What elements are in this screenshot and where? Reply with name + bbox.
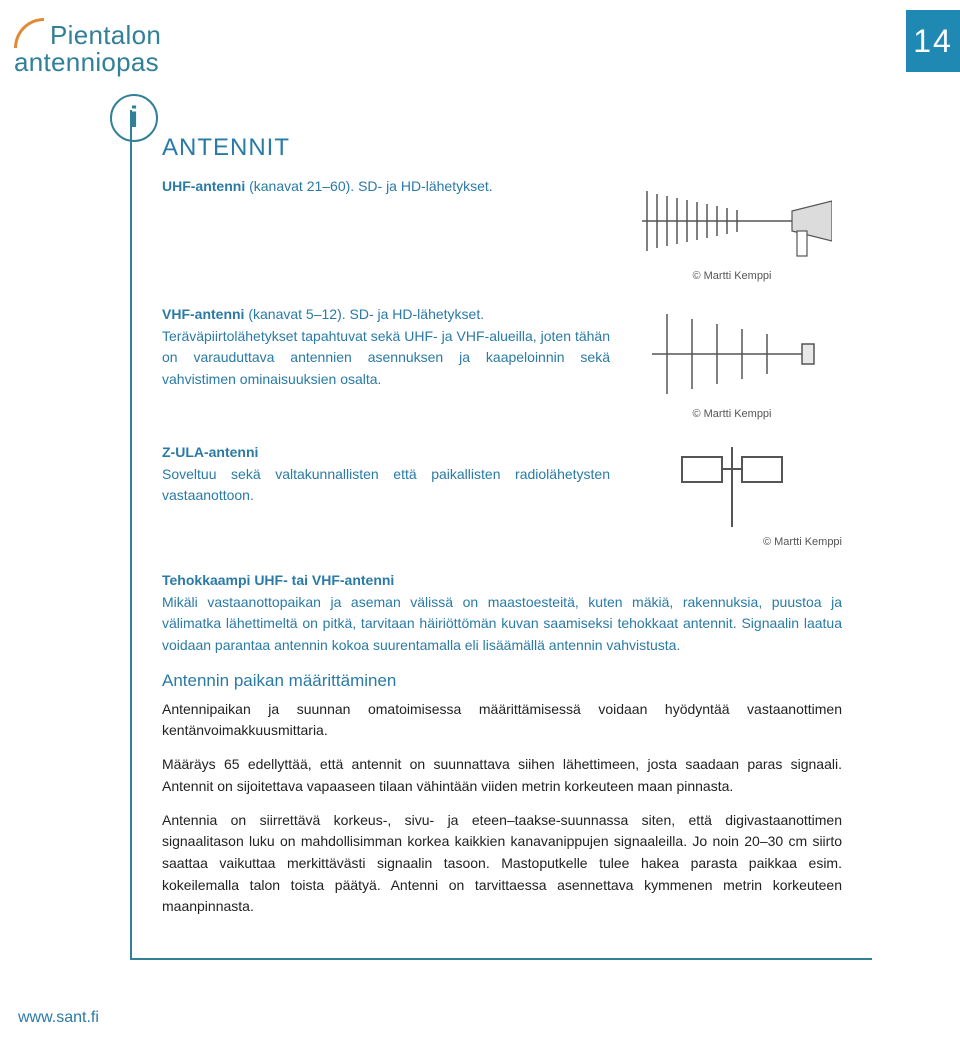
uhf-credit: © Martti Kemppi <box>692 270 771 282</box>
zula-antenna-icon <box>652 442 812 532</box>
tehokkaampi-para: Tehokkaampi UHF- tai VHF-antenni Mikäli … <box>162 570 842 657</box>
publication-title: Pientalon antenniopas <box>14 18 161 77</box>
vhf-rest: (kanavat 5–12). SD- ja HD-lähetykset. <box>244 306 484 322</box>
zula-label: Z-ULA-antenni <box>162 444 258 460</box>
vhf-row: VHF-antenni (kanavat 5–12). SD- ja HD-lä… <box>162 304 842 420</box>
vhf-lead: VHF-antenni (kanavat 5–12). SD- ja HD-lä… <box>162 304 610 326</box>
vhf-text-col: VHF-antenni (kanavat 5–12). SD- ja HD-lä… <box>162 304 610 391</box>
uhf-antenna-icon <box>632 176 832 266</box>
zula-image-col: © Martti Kemppi <box>622 442 842 548</box>
vhf-image-col: © Martti Kemppi <box>622 304 842 420</box>
uhf-text-col: UHF-antenni (kanavat 21–60). SD- ja HD-l… <box>162 176 610 198</box>
title-line1: Pientalon <box>50 20 161 50</box>
section-heading-paikka: Antennin paikan määrittäminen <box>162 671 842 691</box>
content-frame: ANTENNIT UHF-antenni (kanavat 21–60). SD… <box>130 110 872 960</box>
vhf-body: Teräväpiirtolähetykset tapahtuvat sekä U… <box>162 326 610 391</box>
page-number-badge: 14 <box>906 10 960 72</box>
zula-credit: © Martti Kemppi <box>763 536 842 548</box>
tehokkaampi-label: Tehokkaampi UHF- tai VHF-antenni <box>162 572 394 588</box>
uhf-row: UHF-antenni (kanavat 21–60). SD- ja HD-l… <box>162 176 842 282</box>
paikka-p2: Määräys 65 edellyttää, että antennit on … <box>162 754 842 797</box>
title-line2: antenniopas <box>14 47 159 77</box>
zula-row: Z-ULA-antenni Soveltuu sekä valtakunnall… <box>162 442 842 548</box>
paikka-p3: Antennia on siirrettävä korkeus-, sivu- … <box>162 810 842 918</box>
zula-body: Soveltuu sekä valtakunnallisten että pai… <box>162 466 610 504</box>
page-number: 14 <box>913 23 953 60</box>
vhf-antenna-icon <box>632 304 832 404</box>
section-heading-antennit: ANTENNIT <box>162 134 842 162</box>
vhf-credit: © Martti Kemppi <box>692 408 771 420</box>
uhf-image-col: © Martti Kemppi <box>622 176 842 282</box>
tehokkaampi-body: Mikäli vastaanottopaikan ja aseman välis… <box>162 594 842 653</box>
vhf-label: VHF-antenni <box>162 306 244 322</box>
uhf-rest: (kanavat 21–60). SD- ja HD-lähetykset. <box>245 178 492 194</box>
arc-icon <box>14 18 44 48</box>
zula-text-col: Z-ULA-antenni Soveltuu sekä valtakunnall… <box>162 442 610 507</box>
page: Pientalon antenniopas 14 i ANTENNIT UHF-… <box>0 0 960 1047</box>
zula-para: Z-ULA-antenni Soveltuu sekä valtakunnall… <box>162 442 610 507</box>
paikka-p1: Antennipaikan ja suunnan omatoimisessa m… <box>162 699 842 742</box>
uhf-lead: UHF-antenni (kanavat 21–60). SD- ja HD-l… <box>162 176 610 198</box>
footer-url: www.sant.fi <box>18 1009 99 1027</box>
uhf-label: UHF-antenni <box>162 178 245 194</box>
